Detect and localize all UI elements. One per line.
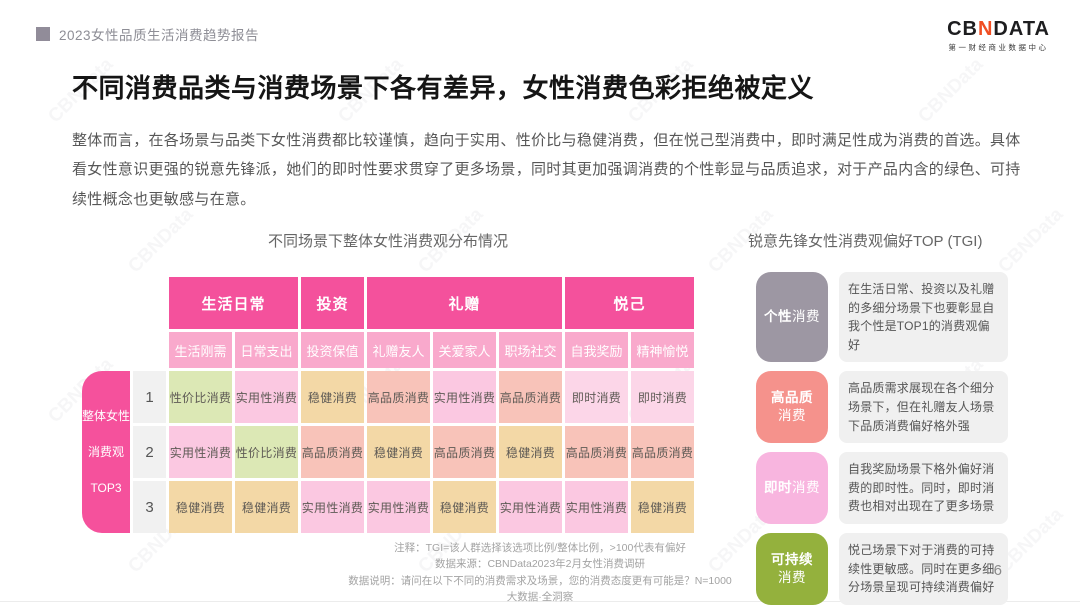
table-cell: 稳健消费 xyxy=(301,371,364,423)
tgi-panel: 个性消费 在生活日常、投资以及礼赠的多细分场景下也要彰显自我个性是TOP1的消费观… xyxy=(756,272,1008,605)
table-cell: 高品质消费 xyxy=(433,426,496,478)
tgi-description: 高品质需求展现在各个细分场景下，但在礼赠友人场景下品质消费偏好格外强 xyxy=(839,371,1008,444)
logo-n: N xyxy=(977,18,994,40)
footnote-line: 大数据·全洞察 xyxy=(506,590,574,603)
logo-cb: CB xyxy=(947,18,978,40)
table-subheader: 投资保值 xyxy=(301,332,364,368)
bottom-edge-divider xyxy=(0,601,1080,602)
table-cell: 即时消费 xyxy=(565,371,628,423)
tgi-badge: 个性消费 xyxy=(756,272,828,363)
tgi-item: 高品质 消费 高品质需求展现在各个细分场景下，但在礼赠友人场景下品质消费偏好格外强 xyxy=(756,371,1008,444)
cbndata-logo: CBNDATA 第一财经商业数据中心 xyxy=(947,18,1050,53)
table-rank-cell: 2 xyxy=(133,426,166,478)
footnote-line: 注释：TGI=该人群选择该选项比例/整体比例，>100代表有偏好 xyxy=(394,542,686,554)
summary-paragraph: 整体而言，在各场景与品类下女性消费都比较谨慎，趋向于实用、性价比与稳健消费，但在… xyxy=(72,132,1021,208)
table-subheader: 礼赠友人 xyxy=(367,332,430,368)
logo-data: DATA xyxy=(993,18,1050,40)
table-subheader: 精神愉悦 xyxy=(631,332,694,368)
table-cell: 稳健消费 xyxy=(499,426,562,478)
table-group-header: 悦己 xyxy=(565,277,694,329)
table-subheader: 生活刚需 xyxy=(169,332,232,368)
table-group-header: 生活日常 xyxy=(169,277,298,329)
table-cell: 高品质消费 xyxy=(565,426,628,478)
table-cell: 性价比消费 xyxy=(235,426,298,478)
report-title: 2023女性品质生活消费趋势报告 xyxy=(59,28,260,43)
tgi-item: 可持续 消费 悦己场景下对于消费的可持续性更敏感。同时在更多细分场景呈现可持续消费偏… xyxy=(756,532,1008,605)
footnotes: 注释：TGI=该人群选择该选项比例/整体比例，>100代表有偏好 数据来源：CBN… xyxy=(0,540,1080,605)
table-cell: 稳健消费 xyxy=(235,481,298,533)
table-subheader: 自我奖励 xyxy=(565,332,628,368)
table-cell: 实用性消费 xyxy=(499,481,562,533)
tgi-badge: 可持续 消费 xyxy=(756,532,828,605)
table-group-header: 投资 xyxy=(301,277,364,329)
table-cell: 高品质消费 xyxy=(631,426,694,478)
table-cell: 实用性消费 xyxy=(565,481,628,533)
logo-wordmark: CBNDATA xyxy=(947,18,1050,40)
tgi-item: 个性消费 在生活日常、投资以及礼赠的多细分场景下也要彰显自我个性是TOP1的消费观… xyxy=(756,272,1008,363)
tgi-item: 即时消费 自我奖励场景下格外偏好消费的即时性。同时，即时消费也相对出现在了更多场景 xyxy=(756,452,1008,524)
tgi-badge: 即时消费 xyxy=(756,452,828,524)
table-group-header: 礼赠 xyxy=(367,277,562,329)
table-cell: 性价比消费 xyxy=(169,371,232,423)
table-cell: 稳健消费 xyxy=(367,426,430,478)
table-cell: 实用性消费 xyxy=(301,481,364,533)
tgi-description: 自我奖励场景下格外偏好消费的即时性。同时，即时消费也相对出现在了更多场景 xyxy=(839,452,1008,524)
table-cell: 稳健消费 xyxy=(169,481,232,533)
table-chart-title: 不同场景下整体女性消费观分布情况 xyxy=(267,233,508,250)
table-rank-cell: 1 xyxy=(133,371,166,423)
table-subheader: 关爱家人 xyxy=(433,332,496,368)
table-cell: 稳健消费 xyxy=(433,481,496,533)
table-cell: 高品质消费 xyxy=(367,371,430,423)
table-cell: 实用性消费 xyxy=(367,481,430,533)
page-number: 6 xyxy=(993,562,1002,579)
table-row-group-label: 整体女性 消费观 TOP3 xyxy=(82,371,130,533)
table-cell: 高品质消费 xyxy=(499,371,562,423)
tgi-description: 在生活日常、投资以及礼赠的多细分场景下也要彰显自我个性是TOP1的消费观偏好 xyxy=(839,272,1008,363)
logo-subtitle: 第一财经商业数据中心 xyxy=(948,43,1049,52)
table-rank-cell: 3 xyxy=(133,481,166,533)
table-cell: 实用性消费 xyxy=(433,371,496,423)
footnote-line: 数据说明：请问在以下不同的消费需求及场景，您的消费态度更有可能是？N=1000 xyxy=(348,574,732,587)
top-bar: 2023女性品质生活消费趋势报告 xyxy=(36,24,259,44)
table-cell: 即时消费 xyxy=(631,371,694,423)
table-cell: 高品质消费 xyxy=(301,426,364,478)
table-subheader: 日常支出 xyxy=(235,332,298,368)
table-cell: 实用性消费 xyxy=(235,371,298,423)
footnote-line: 数据来源：CBNData2023年2月女性消费调研 xyxy=(434,558,646,571)
table-cell: 稳健消费 xyxy=(631,481,694,533)
square-bullet-icon xyxy=(36,27,50,41)
tgi-badge: 高品质 消费 xyxy=(756,371,828,444)
tgi-panel-title: 锐意先锋女性消费观偏好TOP (TGI) xyxy=(748,233,983,250)
page-title: 不同消费品类与消费场景下各有差异，女性消费色彩拒绝被定义 xyxy=(72,73,815,103)
consumption-table: 生活日常 投资 礼赠 悦己生活刚需 日常支出 投资保值 礼赠友人 关爱家人 职场社交 自我奖励 精神… xyxy=(82,277,694,533)
table-subheader: 职场社交 xyxy=(499,332,562,368)
tgi-description: 悦己场景下对于消费的可持续性更敏感。同时在更多细分场景呈现可持续消费偏好 xyxy=(839,532,1008,605)
watermark-text: CBNData xyxy=(914,54,988,128)
table-cell: 实用性消费 xyxy=(169,426,232,478)
